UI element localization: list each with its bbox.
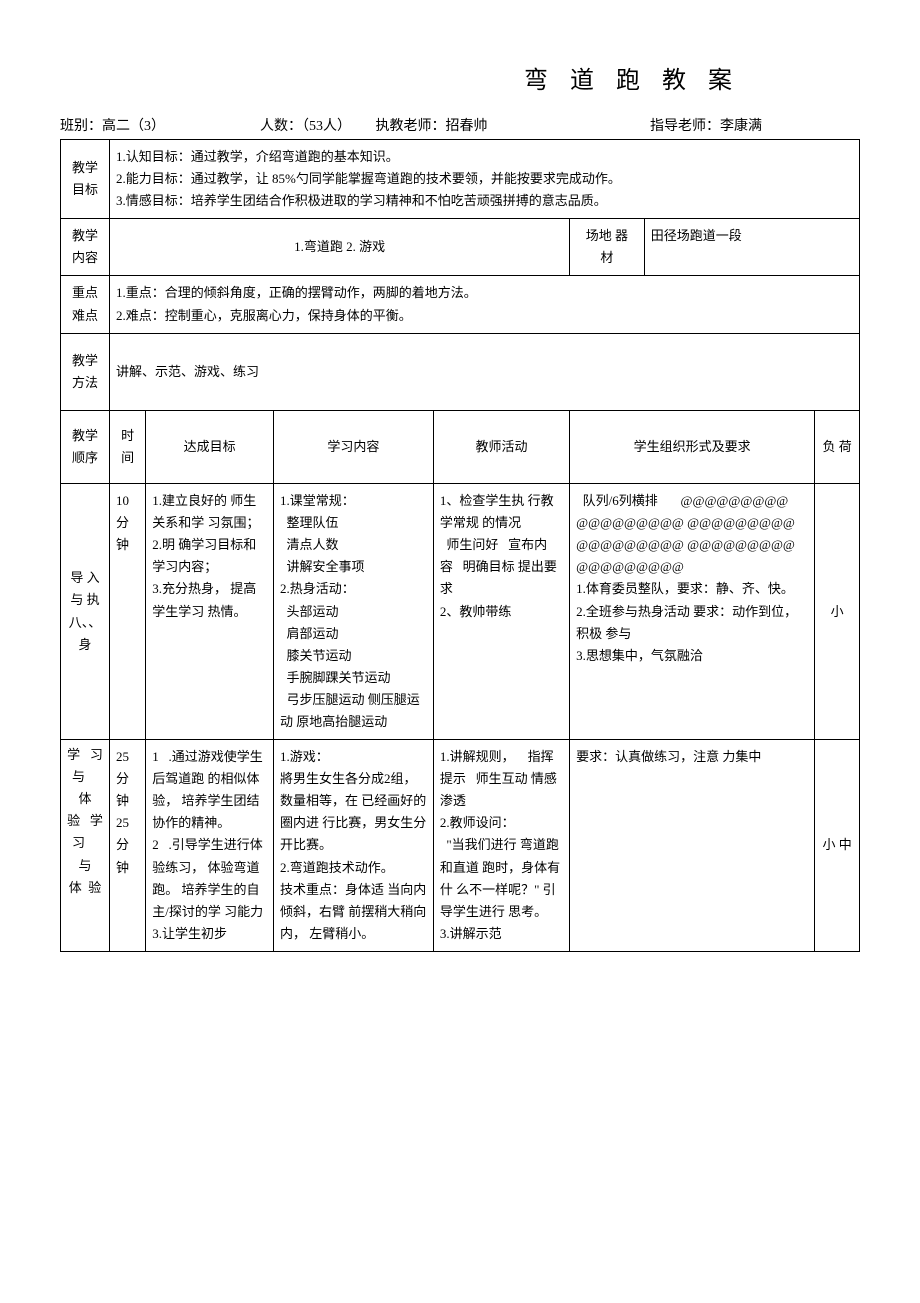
sec2-org: 要求：认真做练习，注意 力集中 [570, 740, 815, 952]
content-label: 教学内容 [61, 219, 110, 276]
field-text: 田径场跑道一段 [644, 219, 859, 276]
page-title: 弯 道 跑 教 案 [60, 60, 860, 95]
sec2-time: 25分 钟25分 钟 [110, 740, 146, 952]
class-label: 班别：高二（3） [60, 115, 260, 135]
sec2-load: 小 中 [815, 740, 860, 952]
th-teacher: 教师活动 [433, 410, 569, 483]
goal-label: 教学目标 [61, 140, 110, 219]
sec1-goal: 1.建立良好的 师生关系和学 习氛围；2.明 确学习目标和 学习内容； 3.充分… [146, 484, 274, 740]
keypoint-text: 1.重点：合理的倾斜角度，正确的摆臂动作，两脚的着地方法。2.难点：控制重心，克… [110, 276, 860, 333]
th-learn: 学习内容 [274, 410, 434, 483]
sec1-teacher: 1、检查学生执 行教学常规 的情况 师生问好 宣布内容 明确目标 提出要求2、教… [433, 484, 569, 740]
content-text: 1.弯道跑 2. 游戏 [110, 219, 570, 276]
th-time: 时 间 [110, 410, 146, 483]
table-row: 教学内容 1.弯道跑 2. 游戏 场地 器材 田径场跑道一段 [61, 219, 860, 276]
goal-text: 1.认知目标：通过教学，介绍弯道跑的基本知识。2.能力目标：通过教学，让 85%… [110, 140, 860, 219]
method-text: 讲解、示范、游戏、练习 [110, 333, 860, 410]
th-goal: 达成目标 [146, 410, 274, 483]
method-label: 教学方法 [61, 333, 110, 410]
table-row-header: 教学顺序 时 间 达成目标 学习内容 教师活动 学生组织形式及要求 负 荷 [61, 410, 860, 483]
field-label: 场地 器材 [570, 219, 645, 276]
advisor-label: 指导老师：李康满 [530, 115, 860, 135]
count-teacher: 人数：（53人） 执教老师：招春帅 [260, 115, 530, 135]
lesson-plan-table: 教学目标 1.认知目标：通过教学，介绍弯道跑的基本知识。2.能力目标：通过教学，… [60, 139, 860, 952]
sec2-teacher: 1.讲解规则， 指挥提示 师生互动 情感渗透2.教师设问： "当我们进行 弯道跑… [433, 740, 569, 952]
sec2-learn: 1.游戏：將男生女生各分成2组，数量相等，在 已经画好的圈内进 行比赛，男女生分… [274, 740, 434, 952]
sec2-name: 学 习与 体验 学习 与体 验 [61, 740, 110, 952]
table-row: 教学方法 讲解、示范、游戏、练习 [61, 333, 860, 410]
th-org: 学生组织形式及要求 [570, 410, 815, 483]
th-load: 负 荷 [815, 410, 860, 483]
header-line: 班别：高二（3） 人数：（53人） 执教老师：招春帅 指导老师：李康满 [60, 115, 860, 135]
sec1-learn: 1.课堂常规： 整理队伍 清点人数 讲解安全事项2.热身活动： 头部运动 肩部运… [274, 484, 434, 740]
sec1-load: 小 [815, 484, 860, 740]
sec1-org: 队列/6列横排 @@@@@@@@@ @@@@@@@@@ @@@@@@@@@ @@… [570, 484, 815, 740]
th-seq: 教学顺序 [61, 410, 110, 483]
table-row: 重点难点 1.重点：合理的倾斜角度，正确的摆臂动作，两脚的着地方法。2.难点：控… [61, 276, 860, 333]
sec1-time: 10分钟 [110, 484, 146, 740]
table-row-section2: 学 习与 体验 学习 与体 验 25分 钟25分 钟 1 .通过游戏使学生后驾道… [61, 740, 860, 952]
table-row: 教学目标 1.认知目标：通过教学，介绍弯道跑的基本知识。2.能力目标：通过教学，… [61, 140, 860, 219]
keypoint-label: 重点难点 [61, 276, 110, 333]
table-row-section1: 导 入与 执八、、身 10分钟 1.建立良好的 师生关系和学 习氛围；2.明 确… [61, 484, 860, 740]
sec1-name: 导 入与 执八、、身 [61, 484, 110, 740]
sec2-goal: 1 .通过游戏使学生后驾道跑 的相似体验， 培养学生团结 协作的精神。2 .引导… [146, 740, 274, 952]
